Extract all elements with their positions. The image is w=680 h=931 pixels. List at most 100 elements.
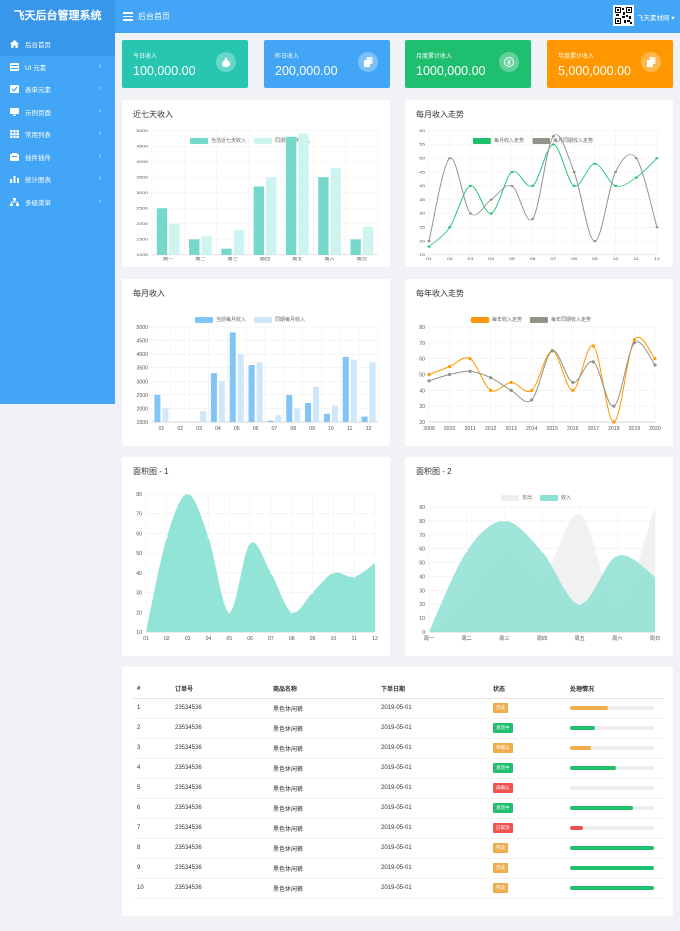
y-tick-label: 30 xyxy=(136,591,142,597)
y-tick-label: 30 xyxy=(419,404,425,410)
y-tick-label: 10 xyxy=(136,630,142,636)
y-tick-label: 4000 xyxy=(136,352,148,358)
order-id: 23534536 xyxy=(175,858,273,879)
column-header[interactable]: 状态 xyxy=(493,680,570,699)
progress-fill xyxy=(570,746,591,750)
chevron-right-icon: › xyxy=(98,152,101,160)
product-name: 黑色休闲裤 xyxy=(273,818,381,839)
legend-item[interactable]: 每年收入走势 xyxy=(471,316,522,323)
x-tick-label: 05 xyxy=(234,426,240,432)
y-tick-label: 2000 xyxy=(136,222,148,226)
ui-icon xyxy=(10,62,19,71)
legend-item[interactable]: 每年同期收入走势 xyxy=(530,316,591,323)
order-date: 2019-05-01 xyxy=(381,758,493,779)
sidebar-item-7[interactable]: 统计图表 › xyxy=(0,168,115,191)
x-tick-label: 01 xyxy=(143,636,149,642)
sidebar-item-2[interactable]: UI 元素 › xyxy=(0,56,115,79)
y-tick-label: 50 xyxy=(419,561,425,567)
progress-fill xyxy=(570,806,633,810)
user-menu[interactable]: 飞天素材网 ▾ xyxy=(637,12,675,22)
bar xyxy=(318,177,329,255)
data-point xyxy=(448,157,452,160)
row-number: 9 xyxy=(133,858,175,879)
bar xyxy=(162,408,169,422)
table-row[interactable]: 9 23534536 黑色休闲裤 2019-05-01 完成 xyxy=(133,858,663,879)
legend-item[interactable]: 每月同期收入走势 xyxy=(532,137,593,144)
sidebar-item-6[interactable]: 插件插件 › xyxy=(0,146,115,169)
legend-item[interactable]: 收入 xyxy=(540,494,571,501)
table-row[interactable]: 5 23534536 黑色休闲裤 2019-05-01 再确认 xyxy=(133,778,663,799)
table-row[interactable]: 8 23534536 黑色休闲裤 2019-05-01 完成 xyxy=(133,838,663,859)
stat-card-4[interactable]: 年度累计收入 5,000,000.00 xyxy=(547,40,673,88)
bar xyxy=(275,415,282,422)
sidebar-item-3[interactable]: 表单元素 › xyxy=(0,78,115,101)
x-tick-label: 01 xyxy=(159,426,165,432)
data-point xyxy=(632,341,637,345)
x-tick-label: 05 xyxy=(509,257,515,261)
sidebar-item-8[interactable]: 多级菜单 › xyxy=(0,191,115,214)
series-line xyxy=(428,336,656,423)
column-header[interactable]: 处理情况 xyxy=(570,680,663,699)
chart-panel-weekly: 近七天收入 当前近七天收入同期近七天收入 1000150020002500300… xyxy=(122,100,390,267)
row-number: 5 xyxy=(133,778,175,799)
stat-card-2[interactable]: 昨日收入 200,000.00 xyxy=(264,40,390,88)
menu-toggle-icon[interactable] xyxy=(123,12,133,21)
legend-label: 当前近七天收入 xyxy=(211,138,247,144)
data-point xyxy=(207,536,210,539)
row-number: 6 xyxy=(133,798,175,819)
row-number: 7 xyxy=(133,818,175,839)
table-row[interactable]: 7 23534536 黑色休闲裤 2019-05-01 已取消 xyxy=(133,818,663,839)
column-header[interactable]: 下单日期 xyxy=(381,680,493,699)
legend-swatch xyxy=(530,316,549,323)
legend-label: 每年收入走势 xyxy=(492,317,523,323)
home-icon xyxy=(10,40,19,49)
table-row[interactable]: 4 23534536 黑色休闲裤 2019-05-01 发货中 xyxy=(133,758,663,779)
sidebar-item-1[interactable]: 后台首页 xyxy=(0,33,115,56)
data-point xyxy=(373,561,377,565)
x-tick-label: 01 xyxy=(426,257,432,261)
data-point xyxy=(427,240,431,243)
data-point xyxy=(447,364,452,369)
y-tick-label: 30 xyxy=(419,212,425,216)
sidebar-item-5[interactable]: 常用列表 › xyxy=(0,123,115,146)
bar xyxy=(233,230,245,255)
app-logo[interactable]: 飞天后台管理系统 xyxy=(0,0,115,33)
product-name: 黑色休闲裤 xyxy=(273,758,381,779)
x-tick-label: 11 xyxy=(634,257,640,261)
status-badge: 完成 xyxy=(493,863,508,873)
legend-item[interactable]: 同期每月收入 xyxy=(254,316,305,323)
legend-item[interactable]: 当前每月收入 xyxy=(195,316,246,323)
order-id: 23534536 xyxy=(175,698,273,719)
bar xyxy=(330,167,341,255)
legend-item[interactable]: 支出 xyxy=(501,494,532,501)
legend-swatch xyxy=(532,137,551,144)
data-point xyxy=(468,212,473,215)
table-row[interactable]: 6 23534536 黑色休闲裤 2019-05-01 发货中 xyxy=(133,798,663,819)
breadcrumb[interactable]: 后台首页 xyxy=(138,12,170,21)
table-row[interactable]: 10 23534536 黑色休闲裤 2019-05-01 完成 xyxy=(133,878,663,899)
stat-card-3[interactable]: 月度累计收入 1000,000.00 xyxy=(405,40,531,88)
column-header[interactable]: 订单号 xyxy=(175,680,273,699)
data-point xyxy=(427,372,431,377)
table-row[interactable]: 3 23534536 黑色休闲裤 2019-05-01 待确认 xyxy=(133,738,663,759)
y-tick-label: 90 xyxy=(419,505,425,511)
legend-item[interactable]: 当前近七天收入 xyxy=(190,137,246,144)
x-tick-label: 09 xyxy=(592,257,598,261)
column-header[interactable]: # xyxy=(133,680,175,699)
data-point xyxy=(572,171,576,174)
table-row[interactable]: 1 23534536 黑色休闲裤 2019-05-01 完成 xyxy=(133,698,663,719)
product-name: 黑色休闲裤 xyxy=(273,838,381,859)
sidebar-item-4[interactable]: 示例页面 › xyxy=(0,101,115,124)
data-point xyxy=(248,542,252,545)
legend-item[interactable]: 每月收入走势 xyxy=(473,137,524,144)
table-row[interactable]: 2 23534536 黑色休闲裤 2019-05-01 发货中 xyxy=(133,718,663,739)
column-header[interactable]: 商品名称 xyxy=(273,680,381,699)
bar xyxy=(286,394,293,422)
data-point xyxy=(509,380,513,385)
y-tick-label: 2500 xyxy=(136,393,148,399)
stat-card-1[interactable]: 今日收入 100,000.00 xyxy=(122,40,248,88)
sidebar-item-label: 后台首页 xyxy=(25,42,51,50)
bar xyxy=(200,411,207,422)
y-tick-label: 3000 xyxy=(136,191,148,195)
x-tick-label: 03 xyxy=(468,257,474,261)
